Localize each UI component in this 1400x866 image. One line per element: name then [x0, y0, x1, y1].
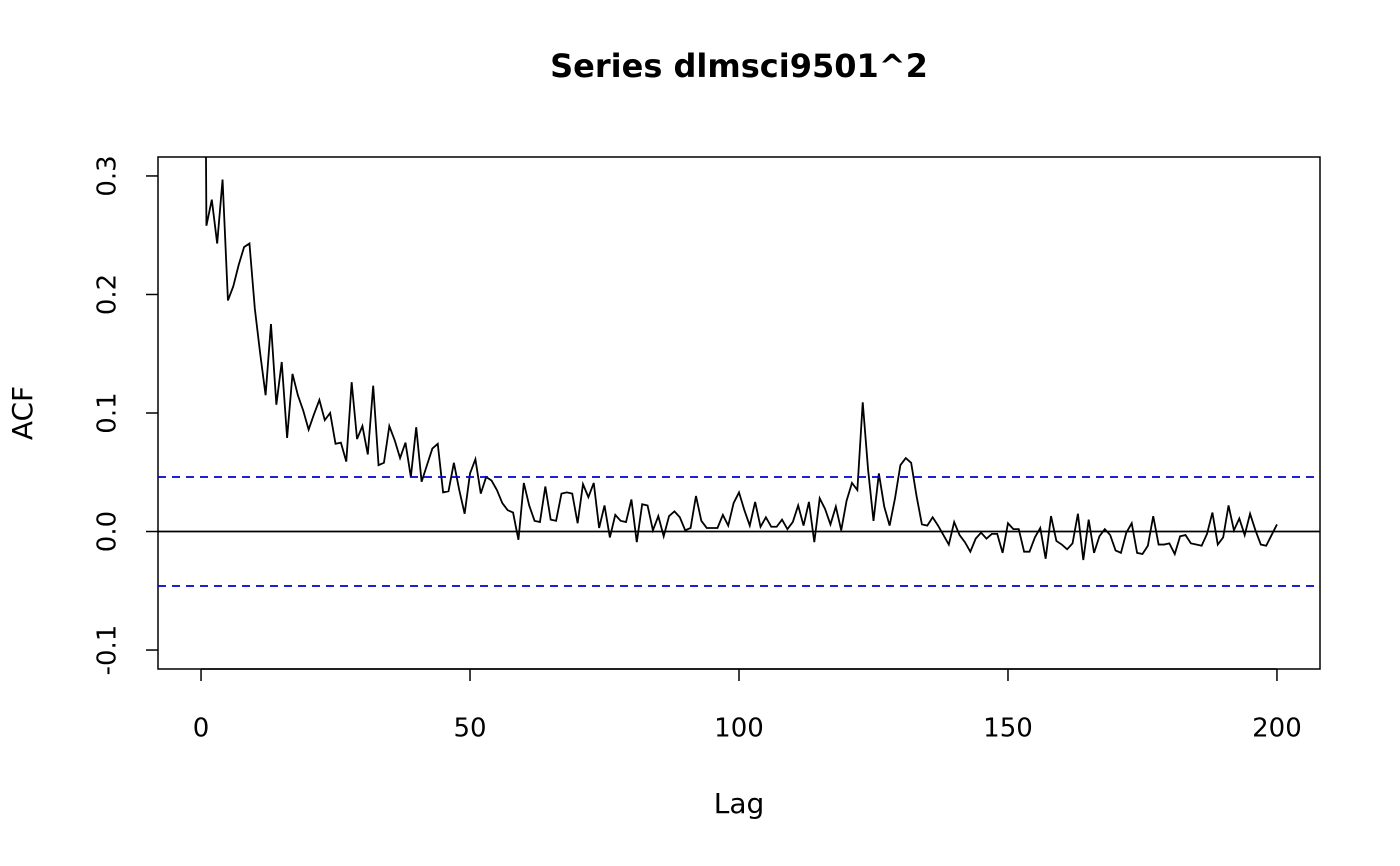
y-tick-label: -0.1 [93, 625, 123, 676]
x-tick-label: 200 [1252, 714, 1302, 744]
x-tick-label: 0 [193, 714, 210, 744]
acf-line [205, 157, 1278, 561]
chart-title: Series dlmsci9501^2 [550, 47, 928, 85]
plot-area [158, 157, 1320, 587]
x-tick-label: 150 [983, 714, 1033, 744]
x-tick-label: 50 [453, 714, 486, 744]
y-tick-label: 0.0 [93, 511, 123, 552]
y-tick-label: 0.1 [93, 392, 123, 433]
y-tick-label: 0.3 [93, 155, 123, 196]
y-tick-label: 0.2 [93, 274, 123, 315]
y-axis-label: ACF [6, 386, 39, 440]
x-tick-label: 100 [714, 714, 764, 744]
plot-frame [157, 156, 1321, 670]
x-axis-label: Lag [714, 787, 765, 820]
